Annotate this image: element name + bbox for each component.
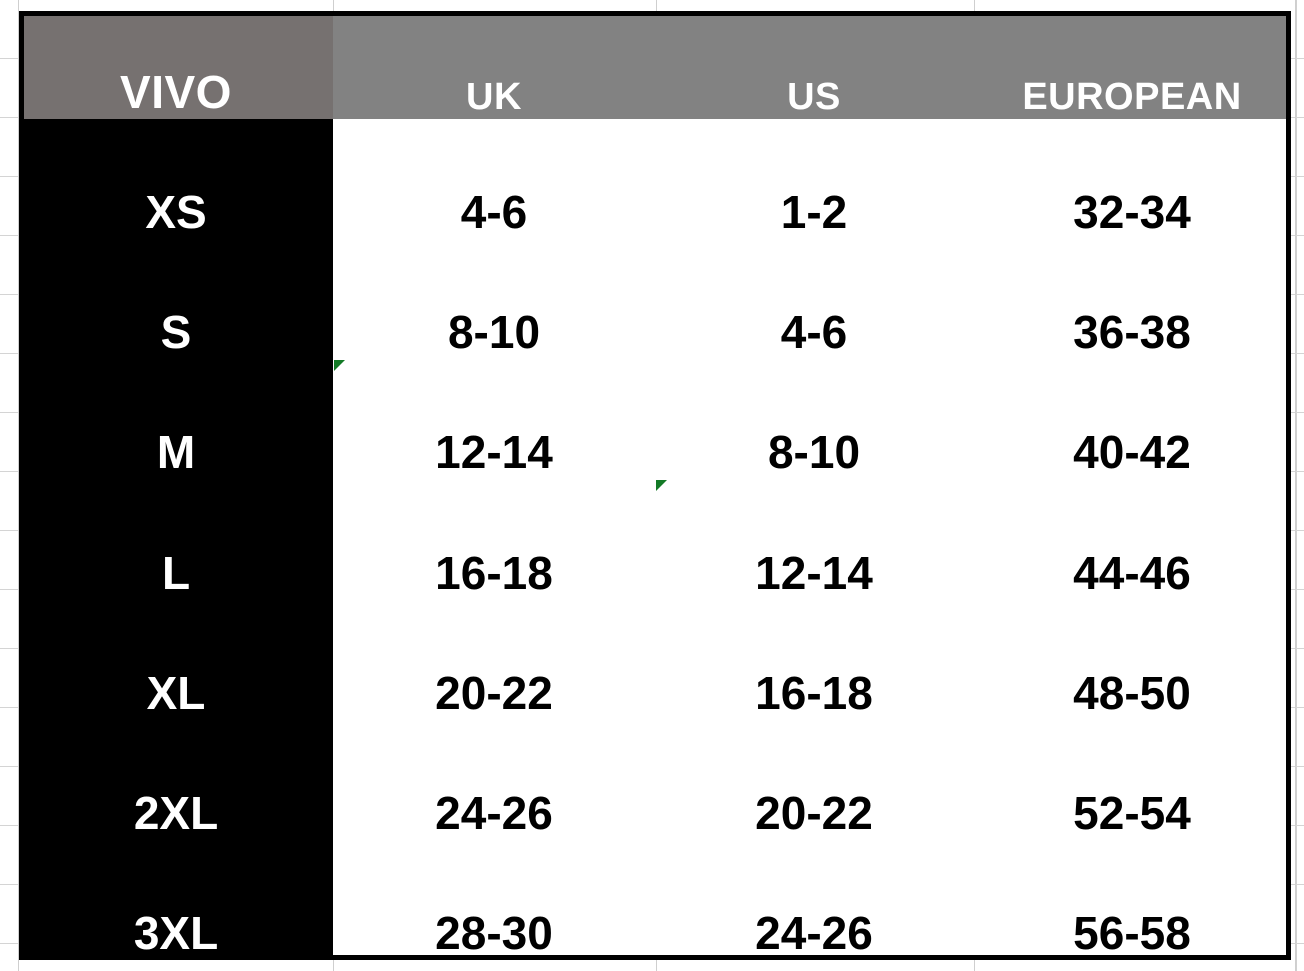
uk-size-m-text: 12-14 bbox=[435, 426, 553, 479]
comment-indicator-icon bbox=[656, 480, 667, 492]
size-label-xs: XS bbox=[19, 119, 333, 240]
comment-indicator-icon bbox=[334, 360, 345, 372]
eu-size-xs: 32-34 bbox=[973, 119, 1291, 240]
us-size-l-text: 12-14 bbox=[755, 546, 873, 599]
table-row: 3XL 28-30 24-26 56-58 bbox=[19, 839, 1291, 960]
eu-size-2xl: 52-54 bbox=[973, 719, 1291, 840]
size-label-xl: XL bbox=[19, 599, 333, 720]
eu-size-3xl: 56-58 bbox=[973, 839, 1291, 960]
size-label-2xl: 2XL bbox=[19, 719, 333, 840]
eu-size-s: 36-38 bbox=[973, 239, 1291, 360]
column-header-european: EUROPEAN bbox=[973, 11, 1291, 119]
eu-size-l: 44-46 bbox=[973, 479, 1291, 600]
us-size-3xl: 24-26 bbox=[655, 839, 973, 960]
column-header-vivo: VIVO bbox=[19, 11, 333, 119]
column-header-uk: UK bbox=[333, 11, 655, 119]
table-row: XL 20-22 16-18 48-50 bbox=[19, 599, 1291, 720]
table-row: L 16-18 12-14 44-46 bbox=[19, 479, 1291, 600]
table-row: XS 4-6 1-2 32-34 bbox=[19, 119, 1291, 240]
eu-size-xl: 48-50 bbox=[973, 599, 1291, 720]
uk-size-xl: 20-22 bbox=[333, 599, 655, 720]
eu-size-m: 40-42 bbox=[973, 359, 1291, 480]
size-conversion-table: VIVO UK US EUROPEAN XS 4-6 1-2 32-34 S 8… bbox=[19, 11, 1291, 960]
uk-size-l: 16-18 bbox=[333, 479, 655, 600]
table-row: S 8-10 4-6 36-38 bbox=[19, 239, 1291, 360]
column-header-us: US bbox=[655, 11, 973, 119]
size-label-m: M bbox=[19, 359, 333, 480]
size-label-3xl: 3XL bbox=[19, 839, 333, 960]
uk-size-2xl: 24-26 bbox=[333, 719, 655, 840]
us-size-s: 4-6 bbox=[655, 239, 973, 360]
us-size-xs: 1-2 bbox=[655, 119, 973, 240]
table-row: M 12-14 8-10 40-42 bbox=[19, 359, 1291, 480]
size-label-l: L bbox=[19, 479, 333, 600]
uk-size-xs: 4-6 bbox=[333, 119, 655, 240]
uk-size-s: 8-10 bbox=[333, 239, 655, 360]
us-size-l: 12-14 bbox=[655, 479, 973, 600]
us-size-xl: 16-18 bbox=[655, 599, 973, 720]
us-size-m: 8-10 bbox=[655, 359, 973, 480]
size-label-s: S bbox=[19, 239, 333, 360]
uk-size-3xl: 28-30 bbox=[333, 839, 655, 960]
table-row: 2XL 24-26 20-22 52-54 bbox=[19, 719, 1291, 840]
us-size-2xl: 20-22 bbox=[655, 719, 973, 840]
uk-size-m: 12-14 bbox=[333, 359, 655, 480]
table-header-row: VIVO UK US EUROPEAN bbox=[19, 11, 1291, 119]
